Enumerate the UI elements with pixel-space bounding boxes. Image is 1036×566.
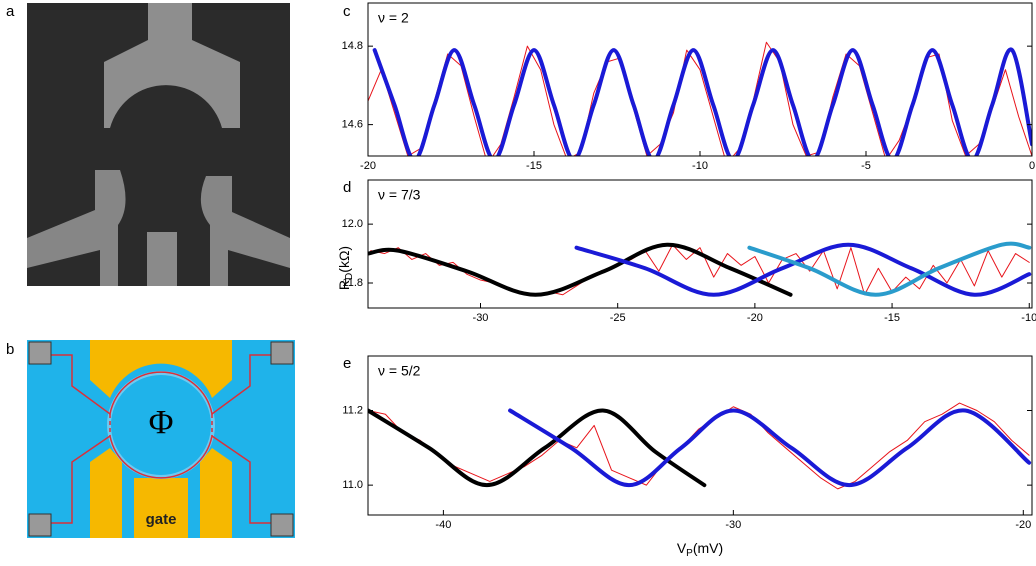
x-tick-label: -20 <box>360 160 376 172</box>
panel-label: b <box>6 341 14 358</box>
x-tick-label: -5 <box>861 160 871 172</box>
x-tick-label: -30 <box>725 519 741 531</box>
data-line <box>574 242 1032 297</box>
data-line <box>368 242 793 297</box>
annotation: ν = 5/2 <box>378 363 421 379</box>
x-tick-label: -15 <box>884 312 900 324</box>
panel-label: a <box>6 3 15 20</box>
panel-label: e <box>343 355 351 372</box>
x-tick-label: -30 <box>473 312 489 324</box>
y-tick-label: 14.8 <box>342 40 363 52</box>
gate-label: gate <box>146 511 177 528</box>
data-line <box>370 244 1030 296</box>
data-line <box>368 408 707 488</box>
y-tick-label: 11.0 <box>342 479 363 491</box>
y-axis-label: RD(kΩ) <box>336 246 355 290</box>
annotation: ν = 2 <box>378 10 409 26</box>
x-label-main: V <box>677 540 687 556</box>
y-label-main: R <box>336 280 352 290</box>
x-tick-label: -20 <box>747 312 763 324</box>
x-tick-label: -10 <box>1021 312 1036 324</box>
data-line <box>747 241 1032 297</box>
x-tick-label: -10 <box>692 160 708 172</box>
x-label-sub: P <box>686 548 693 559</box>
x-tick-label: -15 <box>526 160 542 172</box>
data-line <box>372 47 1032 156</box>
x-tick-label: -20 <box>1015 519 1031 531</box>
panel-label: c <box>343 3 351 20</box>
y-label-unit: (kΩ) <box>336 246 352 273</box>
x-tick-label: -40 <box>435 519 451 531</box>
x-tick-label: 0 <box>1029 160 1035 172</box>
sem-image <box>27 3 290 286</box>
y-tick-label: 14.6 <box>342 119 363 131</box>
panel-label: d <box>343 179 351 196</box>
x-axis-label: VP(mV) <box>677 540 723 559</box>
data-line <box>508 408 1032 488</box>
x-label-unit: (mV) <box>693 540 723 556</box>
schematic: Φ gate <box>27 340 295 538</box>
plot-frame <box>367 179 1033 309</box>
y-tick-label: 11.2 <box>342 404 363 416</box>
y-label-sub: D <box>344 273 355 280</box>
annotation: ν = 7/3 <box>378 187 421 203</box>
y-tick-label: 11.8 <box>342 277 363 289</box>
y-tick-label: 12.0 <box>342 218 363 230</box>
flux-label: Φ <box>149 404 174 441</box>
data-line <box>368 402 1030 490</box>
x-tick-label: -25 <box>610 312 626 324</box>
plot-frame <box>367 355 1033 516</box>
